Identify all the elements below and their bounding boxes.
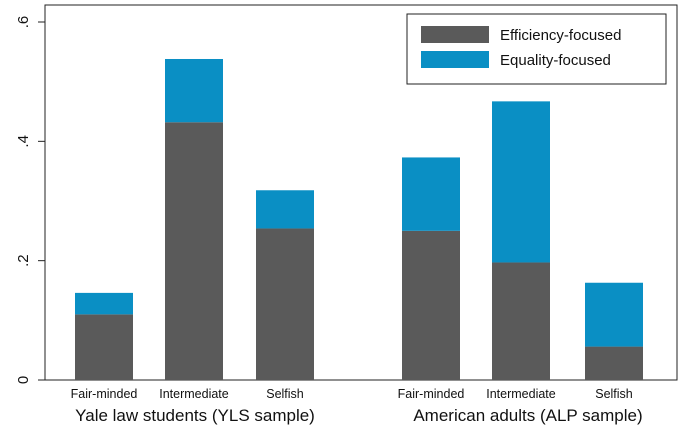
bar-efficiency-1-1 bbox=[492, 262, 550, 380]
bar-efficiency-0-1 bbox=[165, 122, 223, 381]
category-label: Intermediate bbox=[486, 387, 556, 401]
y-tick-label: .2 bbox=[15, 254, 32, 267]
category-label: Selfish bbox=[595, 387, 633, 401]
legend: Efficiency-focused Equality-focused bbox=[406, 13, 667, 85]
group-label: American adults (ALP sample) bbox=[413, 406, 642, 425]
category-labels: Fair-minded Intermediate Selfish Fair-minde… bbox=[71, 387, 633, 401]
bar-efficiency-0-0 bbox=[75, 314, 133, 380]
bar-efficiency-1-2 bbox=[585, 346, 643, 380]
bars bbox=[75, 58, 643, 381]
bar-equality-0-0 bbox=[75, 292, 133, 315]
plot-frame bbox=[44, 4, 678, 381]
bar-efficiency-1-0 bbox=[402, 230, 460, 380]
legend-swatch-efficiency bbox=[421, 26, 489, 43]
legend-box bbox=[406, 13, 667, 85]
y-tick-label: .6 bbox=[15, 16, 32, 29]
category-label: Fair-minded bbox=[71, 387, 138, 401]
legend-label: Equality-focused bbox=[500, 52, 611, 69]
bar-efficiency-0-2 bbox=[256, 228, 314, 380]
bar-equality-0-2 bbox=[256, 190, 314, 229]
category-label: Fair-minded bbox=[398, 387, 465, 401]
group-label: Yale law students (YLS sample) bbox=[75, 406, 315, 425]
legend-swatch-equality bbox=[421, 51, 489, 68]
bar-equality-0-1 bbox=[165, 58, 223, 123]
legend-label: Efficiency-focused bbox=[500, 27, 621, 44]
group-labels: Yale law students (YLS sample) American a… bbox=[75, 406, 642, 425]
bar-equality-1-2 bbox=[585, 282, 643, 347]
y-tick-label: .4 bbox=[15, 135, 32, 148]
bar-equality-1-1 bbox=[492, 101, 550, 263]
bar-equality-1-0 bbox=[402, 157, 460, 231]
category-label: Intermediate bbox=[159, 387, 229, 401]
y-tick-label: 0 bbox=[15, 376, 32, 384]
y-axis: 0 .2 .4 .6 bbox=[15, 16, 45, 384]
category-label: Selfish bbox=[266, 387, 304, 401]
